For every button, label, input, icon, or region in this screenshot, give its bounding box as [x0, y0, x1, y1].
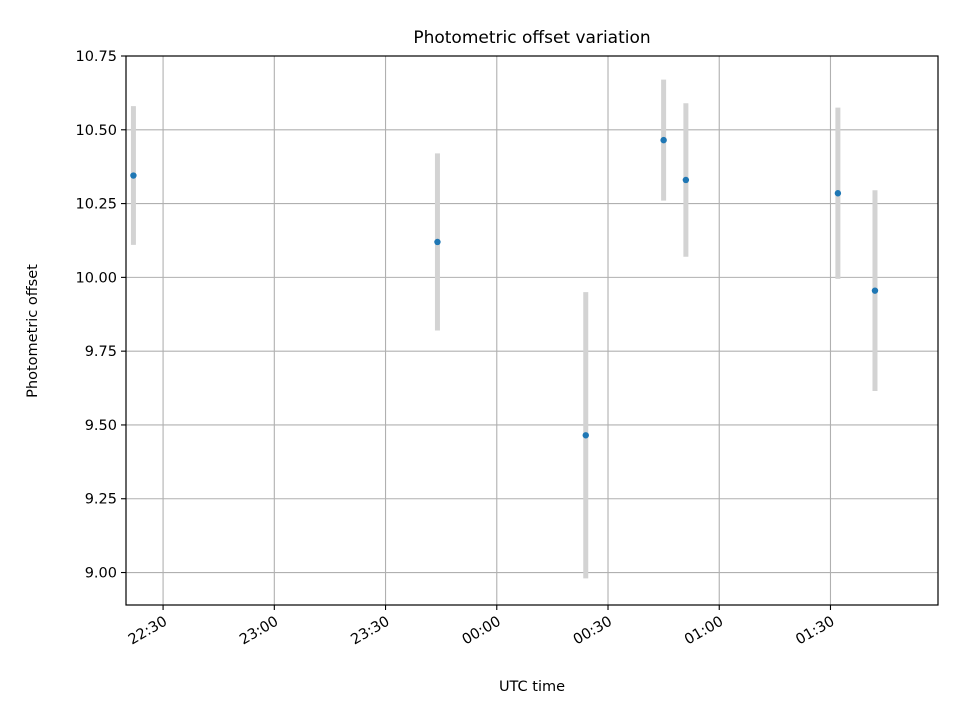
grid	[126, 55, 938, 605]
x-tick-label: 23:00	[237, 614, 281, 649]
data-point	[834, 190, 842, 197]
x-tick-label: 22:30	[126, 614, 170, 649]
x-tick-label: 00:30	[571, 614, 615, 649]
y-tick-label: 9.75	[85, 344, 117, 360]
y-tick-label: 10.00	[75, 270, 117, 286]
data-point	[582, 432, 589, 439]
x-axis-label: UTC time	[499, 679, 565, 695]
y-tick-label: 10.50	[75, 123, 117, 139]
data-point	[660, 136, 667, 144]
x-tick-label: 01:30	[793, 614, 837, 649]
y-axis-label: Photometric offset	[25, 264, 41, 398]
data-point	[682, 176, 690, 184]
axis-ticks: 9.00 9.25 9.50 9.75 10.00 10.25 10.50 10.75 22:3…	[75, 49, 837, 648]
x-tick-label: 01:00	[682, 614, 726, 649]
y-tick-label: 9.25	[85, 492, 117, 508]
data-point	[130, 172, 137, 179]
y-tick-label: 10.25	[75, 197, 117, 213]
error-bars	[130, 79, 878, 579]
x-tick-label: 23:30	[348, 614, 392, 649]
y-tick-label: 9.00	[85, 566, 117, 582]
plot-frame	[125, 55, 939, 606]
y-tick-label: 9.50	[85, 418, 117, 434]
data-point	[434, 238, 441, 246]
x-tick-label: 00:00	[460, 614, 504, 649]
data-point	[871, 287, 879, 294]
chart-title: Photometric offset variation	[413, 28, 650, 48]
y-tick-label: 10.75	[75, 49, 117, 65]
data-points	[130, 136, 879, 439]
